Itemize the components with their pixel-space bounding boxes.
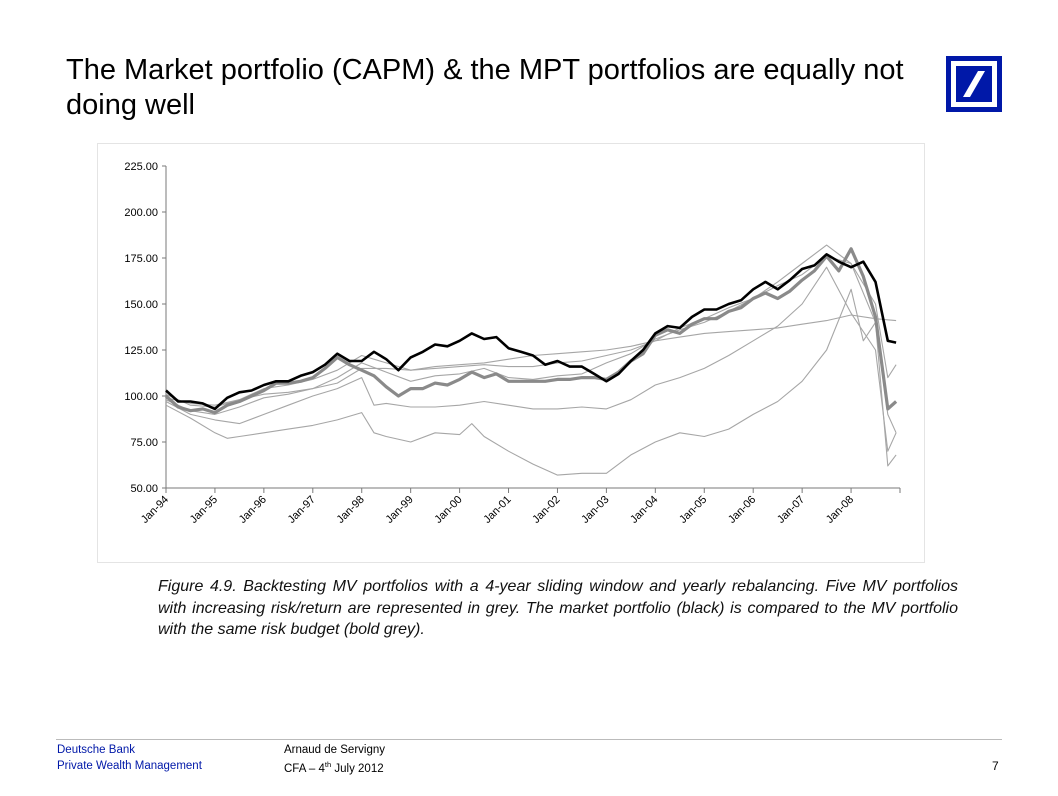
- y-tick-label: 75.00: [130, 437, 158, 449]
- footer-divider: [56, 739, 1002, 740]
- x-tick-label: Jan-99: [384, 494, 416, 526]
- y-tick-label: 200.00: [124, 207, 158, 219]
- x-tick-label: Jan-97: [286, 494, 318, 526]
- x-tick-label: Jan-01: [481, 494, 513, 526]
- logo-slash-icon: [951, 61, 997, 107]
- footer-author: Arnaud de Servigny: [284, 744, 386, 756]
- series-line-3: [165, 314, 897, 406]
- x-tick-label: Jan-98: [335, 494, 367, 526]
- page-number: 7: [992, 759, 999, 773]
- series-line-2: [164, 247, 898, 415]
- slide-title: The Market portfolio (CAPM) & the MPT po…: [66, 54, 904, 121]
- y-tick-label: 100.00: [124, 391, 158, 403]
- backtest-line-chart: 50.00 75.00 100.00 125.00 150.00 175.00 200.00…: [124, 161, 901, 526]
- series-line-7: [165, 288, 897, 476]
- deutsche-bank-logo-icon: [946, 56, 1002, 112]
- x-tick-label: Jan-02: [530, 494, 562, 526]
- y-tick-label: 225.00: [124, 161, 158, 173]
- footer-division: Private Wealth Management: [57, 760, 202, 772]
- series-line-5: [165, 244, 897, 434]
- x-tick-label: Jan-07: [775, 494, 807, 526]
- figure-caption: Figure 4.9. Backtesting MV portfolios wi…: [158, 578, 958, 638]
- footer-event: CFA – 4th July 2012: [284, 760, 384, 775]
- x-tick-label: Jan-96: [237, 494, 269, 526]
- x-tick-label: Jan-05: [677, 494, 709, 526]
- x-tick-label: Jan-08: [824, 494, 856, 526]
- y-tick-label: 50.00: [130, 483, 158, 495]
- y-tick-label: 125.00: [124, 345, 158, 357]
- footer-event-prefix: CFA – 4: [284, 762, 325, 775]
- footer-event-suffix: July 2012: [331, 762, 384, 775]
- chart-panel: 50.00 75.00 100.00 125.00 150.00 175.00 200.00…: [97, 143, 925, 563]
- footer-bank-name: Deutsche Bank: [57, 744, 135, 756]
- series-line-6: [165, 266, 897, 452]
- x-tick-label: Jan-04: [628, 494, 660, 526]
- x-tick-label: Jan-94: [139, 494, 171, 526]
- x-tick-label: Jan-00: [432, 494, 464, 526]
- series-line-1: [165, 253, 897, 411]
- x-tick-label: Jan-06: [726, 494, 758, 526]
- x-tick-label: Jan-95: [188, 494, 220, 526]
- y-tick-label: 175.00: [124, 253, 158, 265]
- y-tick-label: 150.00: [124, 299, 158, 311]
- x-tick-label: Jan-03: [579, 494, 611, 526]
- footer-event-sup: th: [324, 760, 332, 769]
